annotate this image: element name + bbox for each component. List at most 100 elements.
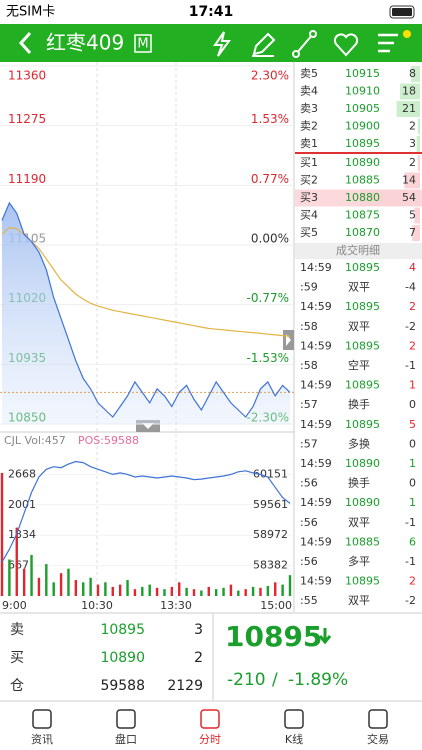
volume-bar bbox=[104, 582, 107, 596]
trade-type: 多平 bbox=[348, 554, 370, 568]
tab-label[interactable]: 分时 bbox=[199, 733, 221, 746]
tab-icon[interactable] bbox=[32, 709, 52, 729]
book-qty: 54 bbox=[402, 191, 416, 204]
trade-qty: 2 bbox=[409, 575, 416, 588]
volume-bar bbox=[74, 580, 78, 596]
tab-icon[interactable] bbox=[368, 709, 388, 729]
volume-bar bbox=[163, 589, 166, 596]
pct-tick-label: 2.30% bbox=[251, 69, 289, 83]
pct-tick-label: -0.77% bbox=[247, 291, 289, 305]
pct-tick-label: 1.53% bbox=[251, 112, 289, 126]
trade-price: 10895 bbox=[345, 339, 380, 352]
trade-qty: -1 bbox=[405, 555, 416, 568]
volume-bar bbox=[45, 564, 48, 596]
trade-qty: 1 bbox=[409, 496, 416, 509]
book-price: 10915 bbox=[345, 67, 380, 80]
volume-bar bbox=[133, 589, 137, 596]
book-qty: 18 bbox=[402, 85, 416, 98]
volume-bar bbox=[251, 586, 255, 596]
trade-qty: -4 bbox=[405, 281, 416, 294]
depth-bar bbox=[400, 83, 420, 100]
trade-time: 14:59 bbox=[300, 418, 332, 431]
change-pct: -1.89% bbox=[288, 670, 348, 690]
book-qty: 21 bbox=[402, 102, 416, 115]
trade-type: 双平 bbox=[348, 320, 370, 333]
book-label: 买3 bbox=[300, 191, 318, 204]
volume-bar bbox=[89, 577, 92, 596]
trade-time: 14:59 bbox=[300, 339, 332, 352]
trade-qty: 6 bbox=[409, 535, 416, 548]
book-qty: 5 bbox=[409, 209, 416, 222]
volume-bar bbox=[259, 587, 262, 596]
draw-icon[interactable] bbox=[252, 32, 276, 57]
book-qty: 7 bbox=[409, 226, 416, 239]
trade-time: :55 bbox=[300, 594, 318, 607]
flash-icon[interactable] bbox=[213, 31, 231, 57]
trade-qty: 0 bbox=[409, 437, 416, 450]
book-label: 卖3 bbox=[300, 102, 318, 115]
book-qty: 3 bbox=[409, 137, 416, 150]
x-tick-label: 13:30 bbox=[160, 599, 192, 612]
summary-label: 卖 bbox=[10, 622, 24, 638]
favorite-icon[interactable] bbox=[333, 33, 359, 57]
volume-bar bbox=[111, 586, 114, 596]
menu-icon[interactable] bbox=[378, 30, 411, 53]
line-tool-icon[interactable] bbox=[292, 30, 317, 58]
expand-arrow bbox=[286, 334, 291, 346]
trade-price: 10895 bbox=[345, 575, 380, 588]
tab-label[interactable]: 资讯 bbox=[31, 733, 53, 746]
trade-qty: 1 bbox=[409, 457, 416, 470]
price-area bbox=[2, 202, 290, 424]
summary-label: 仓 bbox=[10, 678, 24, 694]
position-title: POS:59588 bbox=[78, 434, 139, 447]
book-price: 10885 bbox=[345, 174, 380, 187]
volume-bar bbox=[96, 584, 100, 596]
depth-bar bbox=[416, 136, 420, 152]
tab-icon[interactable] bbox=[200, 709, 220, 729]
book-label: 卖1 bbox=[300, 137, 318, 150]
carrier: 无SIM卡 bbox=[6, 5, 55, 20]
book-price: 10905 bbox=[345, 102, 380, 115]
book-price: 10895 bbox=[345, 137, 380, 150]
trade-time: 14:59 bbox=[300, 261, 332, 274]
back-button[interactable] bbox=[18, 31, 32, 55]
volume-tick-label: 2668 bbox=[8, 467, 36, 480]
volume-bar bbox=[141, 586, 144, 596]
book-price: 10900 bbox=[345, 120, 380, 133]
tab-label[interactable]: 盘口 bbox=[115, 732, 137, 746]
volume-bar bbox=[0, 472, 4, 596]
trades-title-bar bbox=[295, 243, 422, 259]
tab-icon[interactable] bbox=[116, 709, 136, 729]
depth-bar bbox=[414, 207, 420, 224]
book-qty: 2 bbox=[409, 156, 416, 169]
separator: / bbox=[272, 670, 278, 690]
trade-time: :56 bbox=[300, 555, 318, 568]
book-price: 10875 bbox=[345, 209, 380, 222]
price-line bbox=[1, 201, 291, 418]
price-tick-label: 11190 bbox=[8, 172, 46, 186]
clock: 17:41 bbox=[189, 4, 234, 20]
book-price: 10890 bbox=[345, 156, 380, 169]
summary-value: 59588 bbox=[100, 678, 145, 694]
tab-label[interactable]: K线 bbox=[285, 732, 303, 746]
position-tick-label: 59561 bbox=[253, 498, 288, 511]
last-price: 10895 bbox=[225, 620, 322, 653]
trade-time: :59 bbox=[300, 281, 318, 294]
trade-type: 双平 bbox=[348, 516, 370, 529]
volume-bar bbox=[15, 527, 18, 596]
pct-tick-label: 0.77% bbox=[251, 172, 289, 186]
tab-label[interactable]: 交易 bbox=[367, 732, 389, 746]
book-label: 买5 bbox=[300, 226, 318, 239]
trade-time: 14:59 bbox=[300, 300, 332, 313]
volume-bar bbox=[155, 587, 159, 596]
tab-icon[interactable] bbox=[284, 709, 304, 729]
volume-bar bbox=[244, 589, 247, 596]
trade-qty: 5 bbox=[409, 418, 416, 431]
x-tick-label: 10:30 bbox=[81, 599, 113, 612]
trade-time: :58 bbox=[300, 320, 318, 333]
book-price: 10880 bbox=[345, 191, 380, 204]
badge-box bbox=[134, 34, 152, 53]
book-label: 卖5 bbox=[300, 67, 318, 80]
book-qty: 14 bbox=[402, 174, 416, 187]
volume-bar bbox=[192, 589, 196, 596]
